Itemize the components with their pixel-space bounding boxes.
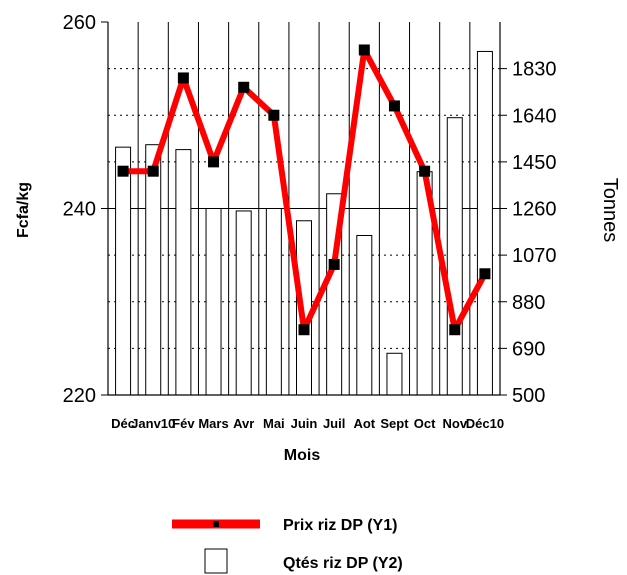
line-point-marker xyxy=(449,324,461,336)
y1-axis-title: Fcfa/kg xyxy=(15,182,32,238)
category-label: Oct xyxy=(414,416,436,431)
y2-tick-label: 1260 xyxy=(512,199,557,221)
y2-ticks: 500 690 880 1070 1260 1450 1640 1830 xyxy=(500,59,557,407)
y2-tick-label: 1640 xyxy=(512,105,557,127)
line-point-marker xyxy=(388,100,400,112)
y1-tick-label: 220 xyxy=(63,385,96,407)
line-point-marker xyxy=(419,165,431,177)
line-point-marker xyxy=(268,109,280,121)
category-label: Nov xyxy=(442,416,467,431)
y1-ticks: 220 240 260 xyxy=(63,12,108,407)
category-label: Janv10 xyxy=(131,416,175,431)
y1-tick-label: 260 xyxy=(63,12,96,34)
bar-mark xyxy=(446,117,463,396)
bar-mark xyxy=(235,210,252,396)
line-layer xyxy=(117,44,491,336)
y2-tick-label: 1830 xyxy=(512,59,557,81)
legend-bar-swatch xyxy=(204,548,228,574)
line-point-marker xyxy=(177,72,189,84)
y2-tick-label: 1450 xyxy=(512,152,557,174)
category-label: Déc xyxy=(111,416,135,431)
line-point-marker xyxy=(328,258,340,270)
y2-tick-label: 880 xyxy=(512,292,545,314)
category-label: Aot xyxy=(353,416,375,431)
y1-tick-label: 240 xyxy=(63,199,96,221)
bars-layer xyxy=(115,50,493,396)
bar-mark xyxy=(175,149,192,396)
bar-mark xyxy=(265,208,282,396)
bar-mark xyxy=(205,208,222,396)
category-label: Déc10 xyxy=(466,416,504,431)
y2-tick-label: 690 xyxy=(512,338,545,360)
category-label: Mai xyxy=(263,416,285,431)
category-label: Avr xyxy=(233,416,254,431)
line-point-marker xyxy=(208,156,220,168)
bar-mark xyxy=(476,50,493,396)
y2-axis-title: Tonnes xyxy=(599,178,621,243)
category-label: Juil xyxy=(323,416,345,431)
bar-mark xyxy=(386,352,403,396)
bar-mark xyxy=(356,234,373,396)
line-point-marker xyxy=(117,165,129,177)
bar-mark xyxy=(115,146,132,396)
y2-tick-label: 500 xyxy=(512,385,545,407)
category-label: Fév xyxy=(172,416,195,431)
line-point-marker xyxy=(147,165,159,177)
legend-line-marker xyxy=(213,521,219,527)
category-label: Mars xyxy=(198,416,228,431)
line-point-marker xyxy=(479,268,491,280)
line-point-marker xyxy=(298,324,310,336)
y2-tick-label: 1070 xyxy=(512,245,557,267)
category-label: Sept xyxy=(380,416,409,431)
legend: Prix riz DP (Y1) Qtés riz DP (Y2) xyxy=(172,517,403,574)
bar-mark xyxy=(145,144,162,396)
category-label: Juin xyxy=(291,416,318,431)
line-point-marker xyxy=(358,44,370,56)
x-axis-title: Mois xyxy=(284,447,321,464)
legend-label-line: Prix riz DP (Y1) xyxy=(283,517,397,534)
legend-label-bar: Qtés riz DP (Y2) xyxy=(283,555,403,572)
line-point-marker xyxy=(238,81,250,93)
